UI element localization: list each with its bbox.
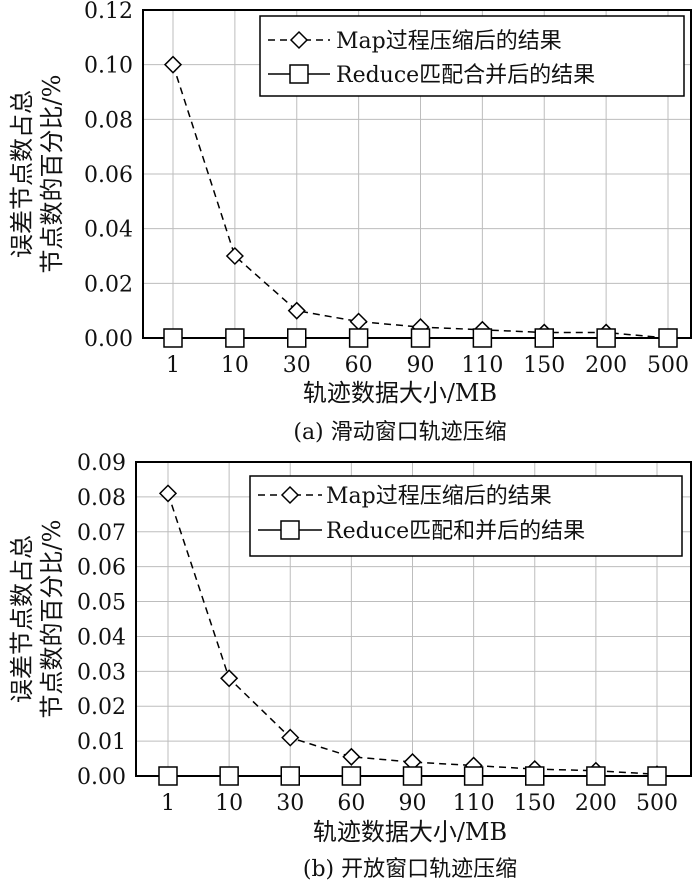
y-tick-label: 0.08 bbox=[77, 486, 126, 511]
x-tick-label: 500 bbox=[647, 353, 689, 378]
y-tick-label: 0.09 bbox=[77, 451, 126, 476]
y-tick-label: 0.02 bbox=[84, 272, 133, 297]
chart-b-caption: (b) 开放窗口轨迹压缩 bbox=[303, 857, 517, 882]
data-point-diamond bbox=[225, 246, 244, 266]
data-point-square bbox=[163, 328, 183, 348]
data-point-square bbox=[410, 328, 431, 348]
x-tick-label: 1 bbox=[161, 791, 175, 816]
chart-a-caption: (a) 滑动窗口轨迹压缩 bbox=[293, 420, 506, 445]
chart-b-legend-square-icon bbox=[280, 520, 300, 540]
chart-a-legend-box bbox=[259, 15, 685, 97]
chart-a-legend-square-icon bbox=[289, 64, 309, 84]
y-tick-label: 0.02 bbox=[77, 695, 126, 720]
series-line bbox=[167, 493, 658, 776]
x-tick-label: 90 bbox=[407, 353, 435, 378]
y-tick-label: 0.06 bbox=[84, 163, 133, 188]
chart-a-legend-diamond-icon bbox=[289, 30, 309, 50]
chart-b: 0.00 0.01 0.02 0.03 0.04 0.05 0.06 0.07 0.08 0.09… bbox=[8, 451, 692, 882]
data-point-diamond bbox=[287, 301, 306, 320]
y-tick-label: 0.04 bbox=[77, 625, 126, 650]
chart-b-series-reduce bbox=[158, 766, 667, 786]
chart-a-x-label: 轨迹数据大小/MB bbox=[303, 379, 497, 407]
y-tick-label: 0.03 bbox=[77, 660, 126, 685]
chart-a-y-label: 误差节点数占总 节点数的百分比/% bbox=[8, 75, 66, 274]
data-point-diamond bbox=[349, 312, 368, 331]
x-tick-label: 60 bbox=[345, 353, 373, 378]
data-point-diamond bbox=[281, 728, 300, 747]
y-tick-label: 0.04 bbox=[84, 218, 133, 243]
data-point-square bbox=[658, 328, 678, 348]
data-point-square bbox=[287, 328, 307, 348]
x-tick-label: 90 bbox=[399, 791, 427, 816]
data-point-square bbox=[463, 766, 484, 786]
chart-b-x-ticks: 1 10 30 60 90 110 150 200 500 bbox=[161, 791, 678, 816]
chart-b-legend-diamond-icon bbox=[280, 485, 300, 505]
x-tick-label: 30 bbox=[283, 353, 311, 378]
data-point-square bbox=[225, 328, 245, 348]
chart-b-legend-label-reduce: Reduce匹配和并后的结果 bbox=[326, 519, 585, 544]
data-point-square bbox=[219, 766, 239, 786]
x-tick-label: 1 bbox=[166, 353, 180, 378]
x-tick-label: 200 bbox=[585, 353, 627, 378]
chart-b-legend: Map过程压缩后的结果 Reduce匹配和并后的结果 bbox=[249, 475, 683, 557]
data-point-square bbox=[348, 328, 369, 348]
x-tick-label: 60 bbox=[337, 791, 365, 816]
x-tick-label: 150 bbox=[523, 353, 565, 378]
data-point-square bbox=[647, 766, 667, 786]
data-point-square bbox=[534, 328, 554, 348]
chart-a-legend-label-map: Map过程压缩后的结果 bbox=[336, 29, 562, 54]
chart-a-legend-label-reduce: Reduce匹配合并后的结果 bbox=[336, 63, 595, 88]
data-point-diamond bbox=[163, 55, 183, 74]
chart-b-y-label-line-2: 节点数的百分比/% bbox=[38, 520, 66, 719]
chart-a-y-ticks: 0.00 0.02 0.04 0.06 0.08 0.10 0.12 bbox=[84, 0, 133, 352]
chart-a-legend: Map过程压缩后的结果 Reduce匹配合并后的结果 bbox=[259, 15, 685, 97]
chart-b-grid bbox=[136, 462, 691, 776]
chart-b-x-label: 轨迹数据大小/MB bbox=[313, 818, 507, 846]
x-tick-label: 110 bbox=[453, 791, 495, 816]
x-tick-label: 30 bbox=[276, 791, 304, 816]
data-point-diamond bbox=[220, 669, 239, 688]
data-point-square bbox=[472, 328, 493, 348]
data-point-square bbox=[158, 766, 178, 786]
data-point-square bbox=[402, 766, 423, 786]
data-point-diamond bbox=[342, 747, 361, 766]
y-tick-label: 0.06 bbox=[77, 556, 126, 581]
chart-b-legend-label-map: Map过程压缩后的结果 bbox=[326, 484, 552, 509]
data-point-diamond bbox=[158, 484, 178, 503]
chart-b-y-label-line-1: 误差节点数占总 bbox=[8, 535, 36, 703]
chart-a-y-label-line-2: 节点数的百分比/% bbox=[38, 75, 66, 274]
chart-a-series-reduce bbox=[163, 328, 678, 348]
x-tick-label: 500 bbox=[636, 791, 678, 816]
data-point-square bbox=[596, 328, 616, 348]
x-tick-label: 10 bbox=[221, 353, 249, 378]
chart-a-x-ticks: 1 10 30 60 90 110 150 200 500 bbox=[166, 353, 689, 378]
x-tick-label: 110 bbox=[461, 353, 503, 378]
data-point-square bbox=[525, 766, 545, 786]
y-tick-label: 0.05 bbox=[77, 591, 126, 616]
x-tick-label: 200 bbox=[575, 791, 617, 816]
y-tick-label: 0.00 bbox=[84, 327, 133, 352]
y-tick-label: 0.12 bbox=[84, 0, 133, 24]
chart-b-legend-box bbox=[249, 475, 683, 557]
chart-b-y-ticks: 0.00 0.01 0.02 0.03 0.04 0.05 0.06 0.07 0.08 0.09 bbox=[77, 451, 126, 790]
data-point-square bbox=[586, 766, 606, 786]
x-tick-label: 10 bbox=[215, 791, 243, 816]
x-tick-label: 150 bbox=[514, 791, 556, 816]
y-tick-label: 0.00 bbox=[77, 765, 126, 790]
y-tick-label: 0.10 bbox=[84, 54, 133, 79]
data-point-square bbox=[341, 766, 362, 786]
y-tick-label: 0.01 bbox=[77, 730, 126, 755]
y-tick-label: 0.07 bbox=[77, 521, 126, 546]
chart-a: 0.000.020.040.060.080.100.12 1 10 30 60 90 11… bbox=[8, 0, 692, 445]
chart-a-y-label-line-1: 误差节点数占总 bbox=[8, 90, 36, 258]
chart-b-y-label: 误差节点数占总 节点数的百分比/% bbox=[8, 520, 66, 719]
data-point-square bbox=[280, 766, 300, 786]
y-tick-label: 0.08 bbox=[84, 108, 133, 133]
